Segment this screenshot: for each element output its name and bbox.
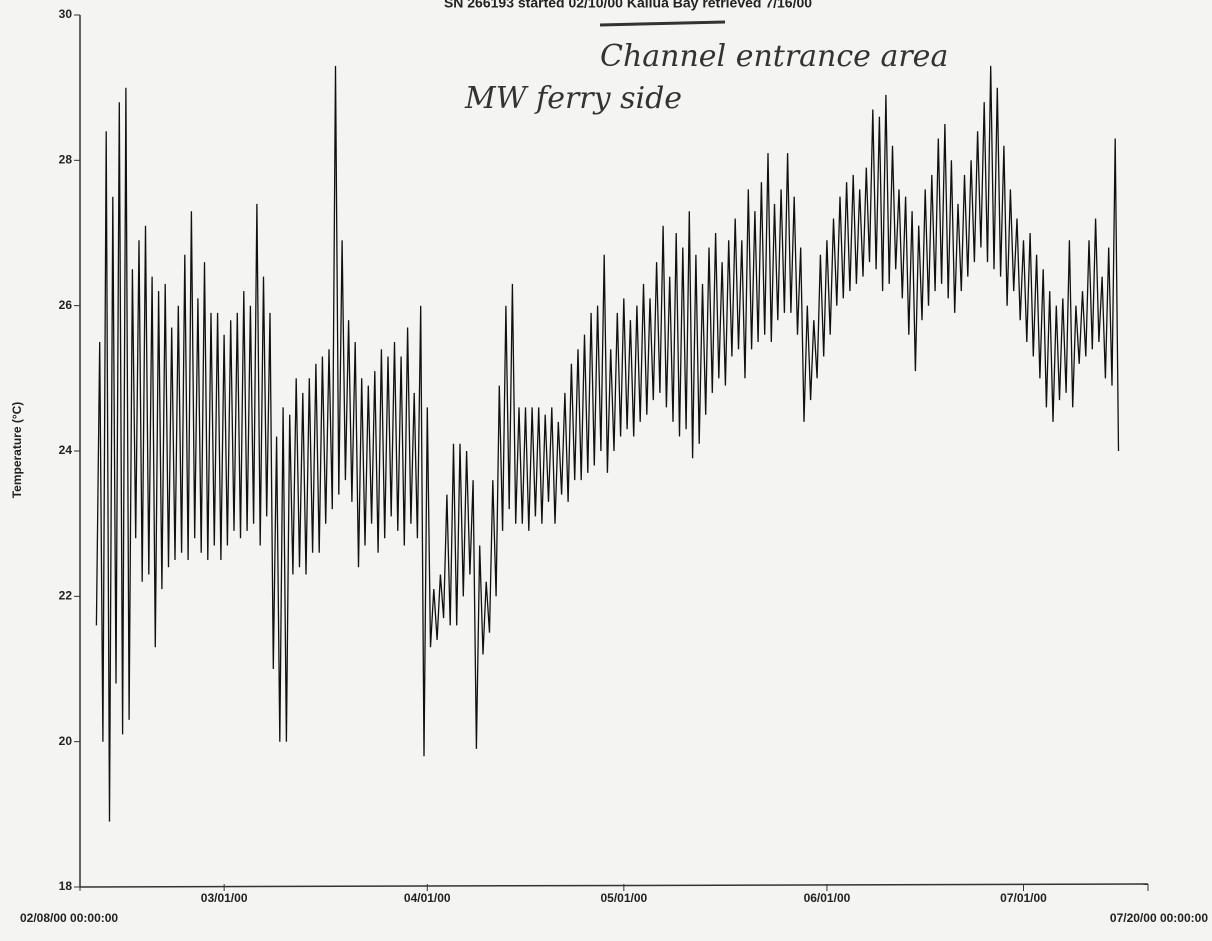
y-tick-label: 24 bbox=[59, 443, 73, 457]
y-axis-label: Temperature (°C) bbox=[10, 402, 24, 499]
underline bbox=[599, 20, 726, 27]
x-tick-label: 03/01/00 bbox=[201, 891, 248, 905]
y-tick-label: 20 bbox=[59, 734, 73, 748]
x-tick-label: 07/01/00 bbox=[1000, 891, 1047, 905]
x-axis bbox=[79, 883, 1149, 888]
annotation: Channel entrance area bbox=[600, 39, 948, 74]
x-tick-label: 04/01/00 bbox=[404, 891, 451, 905]
chart-title: SN 266193 started 02/10/00 Kailua Bay re… bbox=[444, 0, 812, 11]
y-tick-label: 26 bbox=[59, 298, 73, 312]
x-tick-label: 02/08/00 00:00:00 bbox=[20, 911, 118, 925]
x-tick-label: 05/01/00 bbox=[600, 891, 647, 905]
x-tick-label: 07/20/00 00:00:00 bbox=[1110, 911, 1208, 925]
x-tick-label: 06/01/00 bbox=[804, 891, 851, 905]
temperature-line bbox=[95, 65, 1120, 822]
y-tick-label: 22 bbox=[59, 589, 73, 603]
y-tick-label: 30 bbox=[59, 7, 73, 21]
annotation: MW ferry side bbox=[464, 81, 682, 116]
y-tick-label: 28 bbox=[59, 153, 73, 167]
y-tick-label: 18 bbox=[59, 879, 73, 893]
